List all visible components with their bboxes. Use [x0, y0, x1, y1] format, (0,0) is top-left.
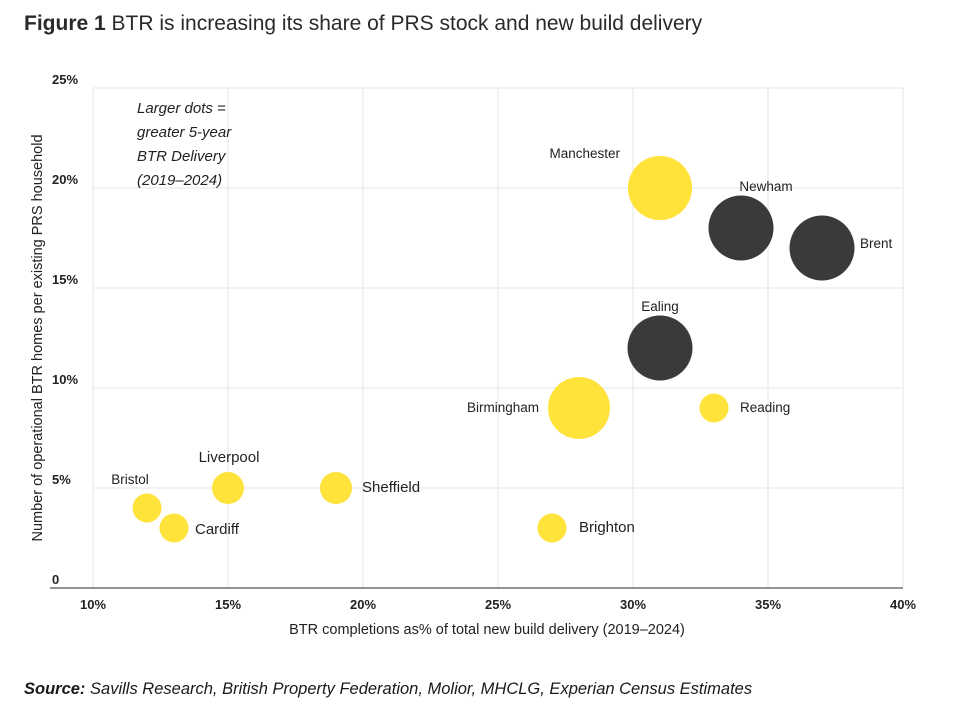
bubble-cardiff	[159, 513, 189, 543]
y-axis-label: Number of operational BTR homes per exis…	[30, 134, 46, 541]
bubble-sheffield	[320, 472, 352, 504]
bubble-newham	[708, 195, 774, 261]
bubble-birmingham	[548, 377, 610, 439]
x-tick-label: 20%	[350, 597, 376, 612]
figure-number: Figure 1	[24, 12, 106, 35]
figure-title: Figure 1 BTR is increasing its share of …	[24, 12, 702, 36]
point-label-reading: Reading	[740, 400, 790, 415]
x-tick-labels: 10% 15% 20% 25% 30% 35% 40%	[80, 597, 916, 612]
x-tick-label: 15%	[215, 597, 241, 612]
source-text: Savills Research, British Property Feder…	[90, 680, 753, 698]
point-label-birmingham: Birmingham	[467, 400, 539, 415]
point-label-newham: Newham	[739, 179, 792, 194]
figure-title-text: BTR is increasing its share of PRS stock…	[111, 12, 703, 35]
point-label-ealing: Ealing	[641, 299, 679, 314]
size-annotation-line: Larger dots =	[137, 100, 226, 117]
y-tick-label: 25%	[52, 72, 78, 87]
point-labels: Manchester Newham Brent Ealing Birmingham Rea…	[111, 146, 892, 538]
size-annotation-line: BTR Delivery	[137, 148, 227, 165]
bubble-brighton	[537, 513, 567, 543]
point-label-bristol: Bristol	[111, 472, 149, 487]
x-tick-label: 30%	[620, 597, 646, 612]
bubble-ealing	[627, 315, 693, 381]
size-annotation: Larger dots = greater 5-year BTR Delivery (…	[137, 100, 232, 189]
size-annotation-line: greater 5-year	[137, 124, 232, 141]
source-label: Source:	[24, 680, 86, 698]
y-tick-label: 0	[52, 572, 59, 587]
point-label-manchester: Manchester	[549, 146, 620, 161]
point-label-cardiff: Cardiff	[195, 521, 240, 538]
bubble-reading	[699, 393, 729, 423]
point-label-sheffield: Sheffield	[362, 479, 420, 496]
bubble-brent	[789, 215, 855, 281]
y-tick-label: 15%	[52, 272, 78, 287]
source-note: Source: Savills Research, British Proper…	[24, 680, 752, 699]
y-tick-label: 20%	[52, 172, 78, 187]
bubble-manchester	[628, 156, 692, 220]
y-tick-labels: 0 5% 10% 15% 20% 25%	[52, 72, 78, 587]
point-label-brighton: Brighton	[579, 519, 635, 536]
bubble-bristol	[132, 493, 162, 523]
size-annotation-line: (2019–2024)	[137, 172, 222, 189]
y-tick-label: 10%	[52, 372, 78, 387]
x-tick-label: 35%	[755, 597, 781, 612]
bubble-liverpool	[212, 472, 244, 504]
x-axis-label: BTR completions as% of total new build d…	[289, 622, 685, 638]
bubbles	[132, 156, 855, 543]
point-label-brent: Brent	[860, 236, 893, 251]
y-tick-label: 5%	[52, 472, 71, 487]
point-label-liverpool: Liverpool	[199, 449, 260, 466]
x-tick-label: 25%	[485, 597, 511, 612]
x-tick-label: 10%	[80, 597, 106, 612]
x-tick-label: 40%	[890, 597, 916, 612]
